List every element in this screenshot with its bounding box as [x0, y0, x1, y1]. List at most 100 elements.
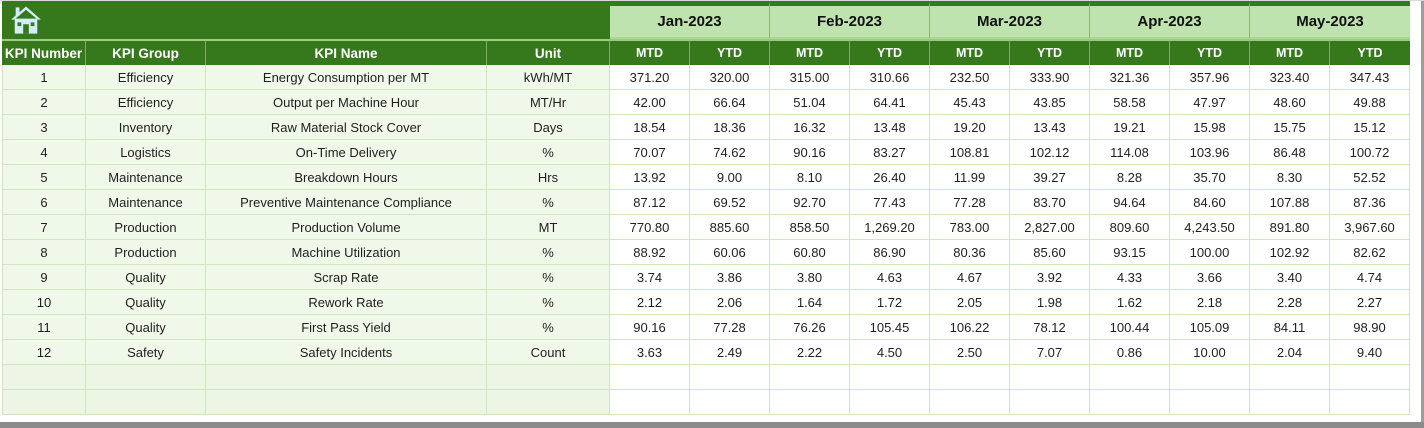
value-cell[interactable]: 13.43 [1010, 115, 1090, 140]
value-cell[interactable]: 3.74 [610, 265, 690, 290]
value-cell[interactable]: 1.98 [1010, 290, 1090, 315]
home-icon[interactable] [10, 5, 42, 35]
kpi-number-cell[interactable]: 1 [2, 65, 86, 90]
value-cell[interactable]: 19.20 [930, 115, 1010, 140]
value-cell[interactable]: 42.00 [610, 90, 690, 115]
unit-cell[interactable]: % [487, 265, 610, 290]
kpi-group-cell[interactable]: Logistics [86, 140, 206, 165]
value-cell[interactable]: 3.92 [1010, 265, 1090, 290]
value-cell[interactable]: 60.06 [690, 240, 770, 265]
kpi-name-cell[interactable]: Safety Incidents [206, 340, 487, 365]
value-cell[interactable]: 43.85 [1010, 90, 1090, 115]
value-cell[interactable]: 52.52 [1330, 165, 1410, 190]
value-cell[interactable] [770, 390, 850, 415]
value-cell[interactable]: 76.26 [770, 315, 850, 340]
value-cell[interactable]: 83.70 [1010, 190, 1090, 215]
value-cell[interactable]: 45.43 [930, 90, 1010, 115]
value-cell[interactable]: 93.15 [1090, 240, 1170, 265]
value-cell[interactable]: 323.40 [1250, 65, 1330, 90]
value-cell[interactable] [930, 365, 1010, 390]
value-cell[interactable]: 2.27 [1330, 290, 1410, 315]
kpi-group-cell[interactable]: Efficiency [86, 90, 206, 115]
value-cell[interactable]: 49.88 [1330, 90, 1410, 115]
value-cell[interactable]: 60.80 [770, 240, 850, 265]
value-cell[interactable]: 0.86 [1090, 340, 1170, 365]
value-cell[interactable]: 2.06 [690, 290, 770, 315]
value-cell[interactable] [610, 365, 690, 390]
kpi-number-cell[interactable]: 9 [2, 265, 86, 290]
kpi-name-cell[interactable]: Raw Material Stock Cover [206, 115, 487, 140]
value-cell[interactable]: 19.21 [1090, 115, 1170, 140]
kpi-name-cell[interactable]: On-Time Delivery [206, 140, 487, 165]
value-cell[interactable]: 4.74 [1330, 265, 1410, 290]
month-header-may[interactable]: May-2023 [1250, 1, 1410, 39]
unit-cell[interactable]: % [487, 240, 610, 265]
value-cell[interactable]: 98.90 [1330, 315, 1410, 340]
value-cell[interactable]: 11.99 [930, 165, 1010, 190]
kpi-number-cell[interactable]: 7 [2, 215, 86, 240]
value-cell[interactable]: 2.50 [930, 340, 1010, 365]
kpi-name-cell[interactable] [206, 365, 487, 390]
value-cell[interactable] [610, 390, 690, 415]
value-cell[interactable]: 3.40 [1250, 265, 1330, 290]
value-cell[interactable]: 321.36 [1090, 65, 1170, 90]
kpi-number-cell[interactable]: 5 [2, 165, 86, 190]
value-cell[interactable]: 86.48 [1250, 140, 1330, 165]
value-cell[interactable]: 9.40 [1330, 340, 1410, 365]
value-cell[interactable]: 77.28 [690, 315, 770, 340]
kpi-name-cell[interactable]: Rework Rate [206, 290, 487, 315]
value-cell[interactable]: 1.72 [850, 290, 930, 315]
kpi-name-cell[interactable]: Breakdown Hours [206, 165, 487, 190]
kpi-number-cell[interactable]: 8 [2, 240, 86, 265]
value-cell[interactable]: 108.81 [930, 140, 1010, 165]
kpi-group-cell[interactable]: Quality [86, 290, 206, 315]
value-cell[interactable]: 357.96 [1170, 65, 1250, 90]
value-cell[interactable]: 90.16 [610, 315, 690, 340]
value-cell[interactable]: 15.75 [1250, 115, 1330, 140]
subheader-ytd[interactable]: YTD [1170, 41, 1250, 65]
value-cell[interactable] [690, 365, 770, 390]
kpi-name-cell[interactable] [206, 390, 487, 415]
value-cell[interactable]: 2.05 [930, 290, 1010, 315]
value-cell[interactable]: 3.63 [610, 340, 690, 365]
value-cell[interactable]: 315.00 [770, 65, 850, 90]
value-cell[interactable]: 4,243.50 [1170, 215, 1250, 240]
month-header-apr[interactable]: Apr-2023 [1090, 1, 1250, 39]
header-kpi-group[interactable]: KPI Group [86, 41, 206, 65]
kpi-group-cell[interactable]: Maintenance [86, 165, 206, 190]
value-cell[interactable]: 80.36 [930, 240, 1010, 265]
value-cell[interactable]: 77.28 [930, 190, 1010, 215]
value-cell[interactable]: 10.00 [1170, 340, 1250, 365]
subheader-mtd[interactable]: MTD [1090, 41, 1170, 65]
header-kpi-number[interactable]: KPI Number [2, 41, 86, 65]
value-cell[interactable]: 82.62 [1330, 240, 1410, 265]
unit-cell[interactable]: MT [487, 215, 610, 240]
value-cell[interactable]: 1,269.20 [850, 215, 930, 240]
unit-cell[interactable]: MT/Hr [487, 90, 610, 115]
value-cell[interactable]: 3.66 [1170, 265, 1250, 290]
kpi-number-cell[interactable]: 6 [2, 190, 86, 215]
value-cell[interactable]: 15.12 [1330, 115, 1410, 140]
value-cell[interactable]: 35.70 [1170, 165, 1250, 190]
kpi-name-cell[interactable]: Output per Machine Hour [206, 90, 487, 115]
value-cell[interactable] [1090, 390, 1170, 415]
value-cell[interactable]: 15.98 [1170, 115, 1250, 140]
month-header-jan[interactable]: Jan-2023 [610, 1, 770, 39]
value-cell[interactable] [1330, 365, 1410, 390]
value-cell[interactable]: 2.28 [1250, 290, 1330, 315]
value-cell[interactable]: 58.58 [1090, 90, 1170, 115]
kpi-number-cell[interactable]: 12 [2, 340, 86, 365]
value-cell[interactable] [690, 390, 770, 415]
value-cell[interactable]: 102.12 [1010, 140, 1090, 165]
value-cell[interactable]: 86.90 [850, 240, 930, 265]
value-cell[interactable] [930, 390, 1010, 415]
value-cell[interactable]: 885.60 [690, 215, 770, 240]
kpi-group-cell[interactable] [86, 365, 206, 390]
value-cell[interactable]: 333.90 [1010, 65, 1090, 90]
subheader-ytd[interactable]: YTD [850, 41, 930, 65]
value-cell[interactable]: 16.32 [770, 115, 850, 140]
value-cell[interactable]: 371.20 [610, 65, 690, 90]
value-cell[interactable]: 48.60 [1250, 90, 1330, 115]
subheader-mtd[interactable]: MTD [770, 41, 850, 65]
value-cell[interactable]: 87.12 [610, 190, 690, 215]
